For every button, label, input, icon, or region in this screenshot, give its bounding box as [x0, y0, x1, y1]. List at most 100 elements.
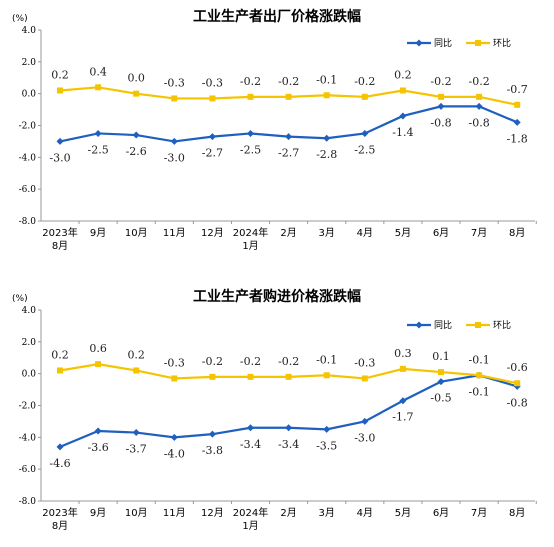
- data-label-mom: -0.2: [354, 75, 375, 88]
- x-tick-label: 5月: [395, 227, 411, 239]
- data-label-mom: -0.3: [164, 76, 185, 89]
- x-tick-label: 2023年: [42, 226, 77, 239]
- data-label-yoy: -2.6: [126, 145, 147, 158]
- data-point-yoy: [437, 102, 445, 110]
- data-point-yoy: [323, 134, 331, 142]
- data-label-yoy: -3.6: [87, 441, 108, 454]
- data-point-mom: [361, 375, 368, 382]
- legend-label-yoy: 同比: [434, 319, 452, 331]
- x-tick-label: 3月: [319, 507, 335, 519]
- y-tick-label: -8.0: [19, 497, 37, 507]
- data-label-mom: -0.2: [240, 75, 261, 88]
- data-point-mom: [476, 93, 483, 100]
- data-point-mom: [95, 361, 102, 368]
- data-label-yoy: -2.5: [87, 143, 108, 156]
- x-tick-label: 11月: [163, 227, 186, 239]
- data-label-yoy: -4.6: [49, 457, 70, 470]
- data-label-mom: -0.6: [507, 361, 528, 374]
- data-label-mom: -0.2: [468, 75, 489, 88]
- legend-label-yoy: 同比: [434, 37, 452, 49]
- data-point-mom: [323, 92, 330, 99]
- y-tick-label: 4.0: [22, 306, 37, 316]
- data-label-mom: -0.3: [354, 356, 375, 369]
- y-unit-label: (%): [12, 294, 28, 304]
- data-label-yoy: -0.5: [430, 392, 451, 405]
- data-point-yoy: [56, 443, 64, 451]
- data-point-mom: [399, 365, 406, 372]
- data-label-yoy: -0.8: [468, 116, 489, 129]
- y-tick-label: -8.0: [19, 217, 37, 227]
- x-tick-label: 8月: [52, 520, 68, 532]
- y-tick-label: -4.0: [19, 433, 37, 443]
- x-tick-label: 8月: [509, 227, 525, 239]
- series-line-yoy: [59, 374, 518, 448]
- x-tick-label: 7月: [471, 507, 487, 519]
- y-tick-label: 0.0: [22, 90, 37, 100]
- x-tick-label: 8月: [52, 240, 68, 252]
- data-point-yoy: [399, 397, 407, 405]
- data-point-mom: [209, 373, 216, 380]
- data-label-yoy: -4.0: [164, 447, 185, 460]
- data-label-mom: 0.1: [432, 350, 450, 363]
- data-label-mom: 0.0: [127, 72, 145, 85]
- x-tick-label: 10月: [125, 507, 148, 519]
- y-tick-label: 0.0: [22, 370, 37, 380]
- data-point-yoy: [247, 129, 254, 137]
- data-label-mom: 0.2: [51, 348, 69, 361]
- legend-marker-mom: [475, 322, 481, 328]
- data-label-yoy: -0.1: [468, 385, 489, 398]
- x-tick-label: 7月: [471, 227, 487, 239]
- data-point-yoy: [361, 129, 369, 137]
- data-point-yoy: [513, 118, 521, 126]
- data-point-mom: [285, 93, 292, 100]
- data-label-mom: 0.2: [394, 68, 412, 81]
- data-point-yoy: [475, 102, 483, 110]
- data-label-yoy: -3.4: [278, 438, 299, 451]
- x-tick-label: 3月: [319, 227, 335, 239]
- x-tick-label: 6月: [433, 507, 449, 519]
- data-label-yoy: -3.0: [354, 431, 375, 444]
- data-point-yoy: [285, 424, 293, 432]
- data-label-mom: -0.3: [202, 76, 223, 89]
- y-unit-label: (%): [12, 14, 28, 24]
- data-label-yoy: -2.5: [240, 143, 261, 156]
- x-tick-label: 2024年: [233, 226, 268, 239]
- data-point-mom: [171, 375, 178, 382]
- data-point-yoy: [285, 133, 293, 141]
- legend-marker-yoy: [415, 321, 423, 329]
- x-tick-label: 8月: [509, 507, 525, 519]
- data-point-mom: [514, 101, 521, 108]
- data-label-mom: 0.2: [127, 348, 145, 361]
- data-label-mom: 0.2: [51, 68, 69, 81]
- chart-title: 工业生产者购进价格涨跌幅: [193, 288, 361, 305]
- data-point-mom: [57, 367, 63, 374]
- data-label-mom: -0.2: [430, 75, 451, 88]
- data-point-yoy: [437, 378, 445, 386]
- data-point-yoy: [132, 429, 140, 437]
- y-tick-label: 4.0: [22, 26, 37, 36]
- data-label-yoy: -1.7: [392, 411, 413, 424]
- data-label-yoy: -3.0: [164, 151, 185, 164]
- data-point-yoy: [247, 424, 254, 432]
- data-label-mom: -0.3: [164, 356, 185, 369]
- data-point-mom: [399, 87, 406, 94]
- data-point-yoy: [399, 112, 407, 120]
- legend-marker-yoy: [415, 39, 423, 47]
- data-point-mom: [438, 369, 444, 376]
- data-point-yoy: [94, 129, 102, 137]
- data-point-yoy: [170, 137, 178, 145]
- data-point-mom: [476, 372, 483, 379]
- data-label-yoy: -0.8: [430, 116, 451, 129]
- data-point-mom: [323, 372, 330, 379]
- data-point-mom: [361, 93, 368, 100]
- data-point-yoy: [323, 425, 331, 433]
- data-label-yoy: -2.7: [202, 147, 223, 160]
- data-label-yoy: -3.0: [49, 151, 70, 164]
- data-point-mom: [209, 95, 216, 102]
- data-point-yoy: [208, 430, 216, 438]
- data-label-yoy: -3.8: [202, 444, 223, 457]
- data-label-yoy: -1.8: [507, 132, 528, 145]
- data-label-mom: -0.2: [278, 355, 299, 368]
- x-tick-label: 4月: [357, 507, 373, 519]
- data-label-mom: 0.3: [394, 347, 412, 360]
